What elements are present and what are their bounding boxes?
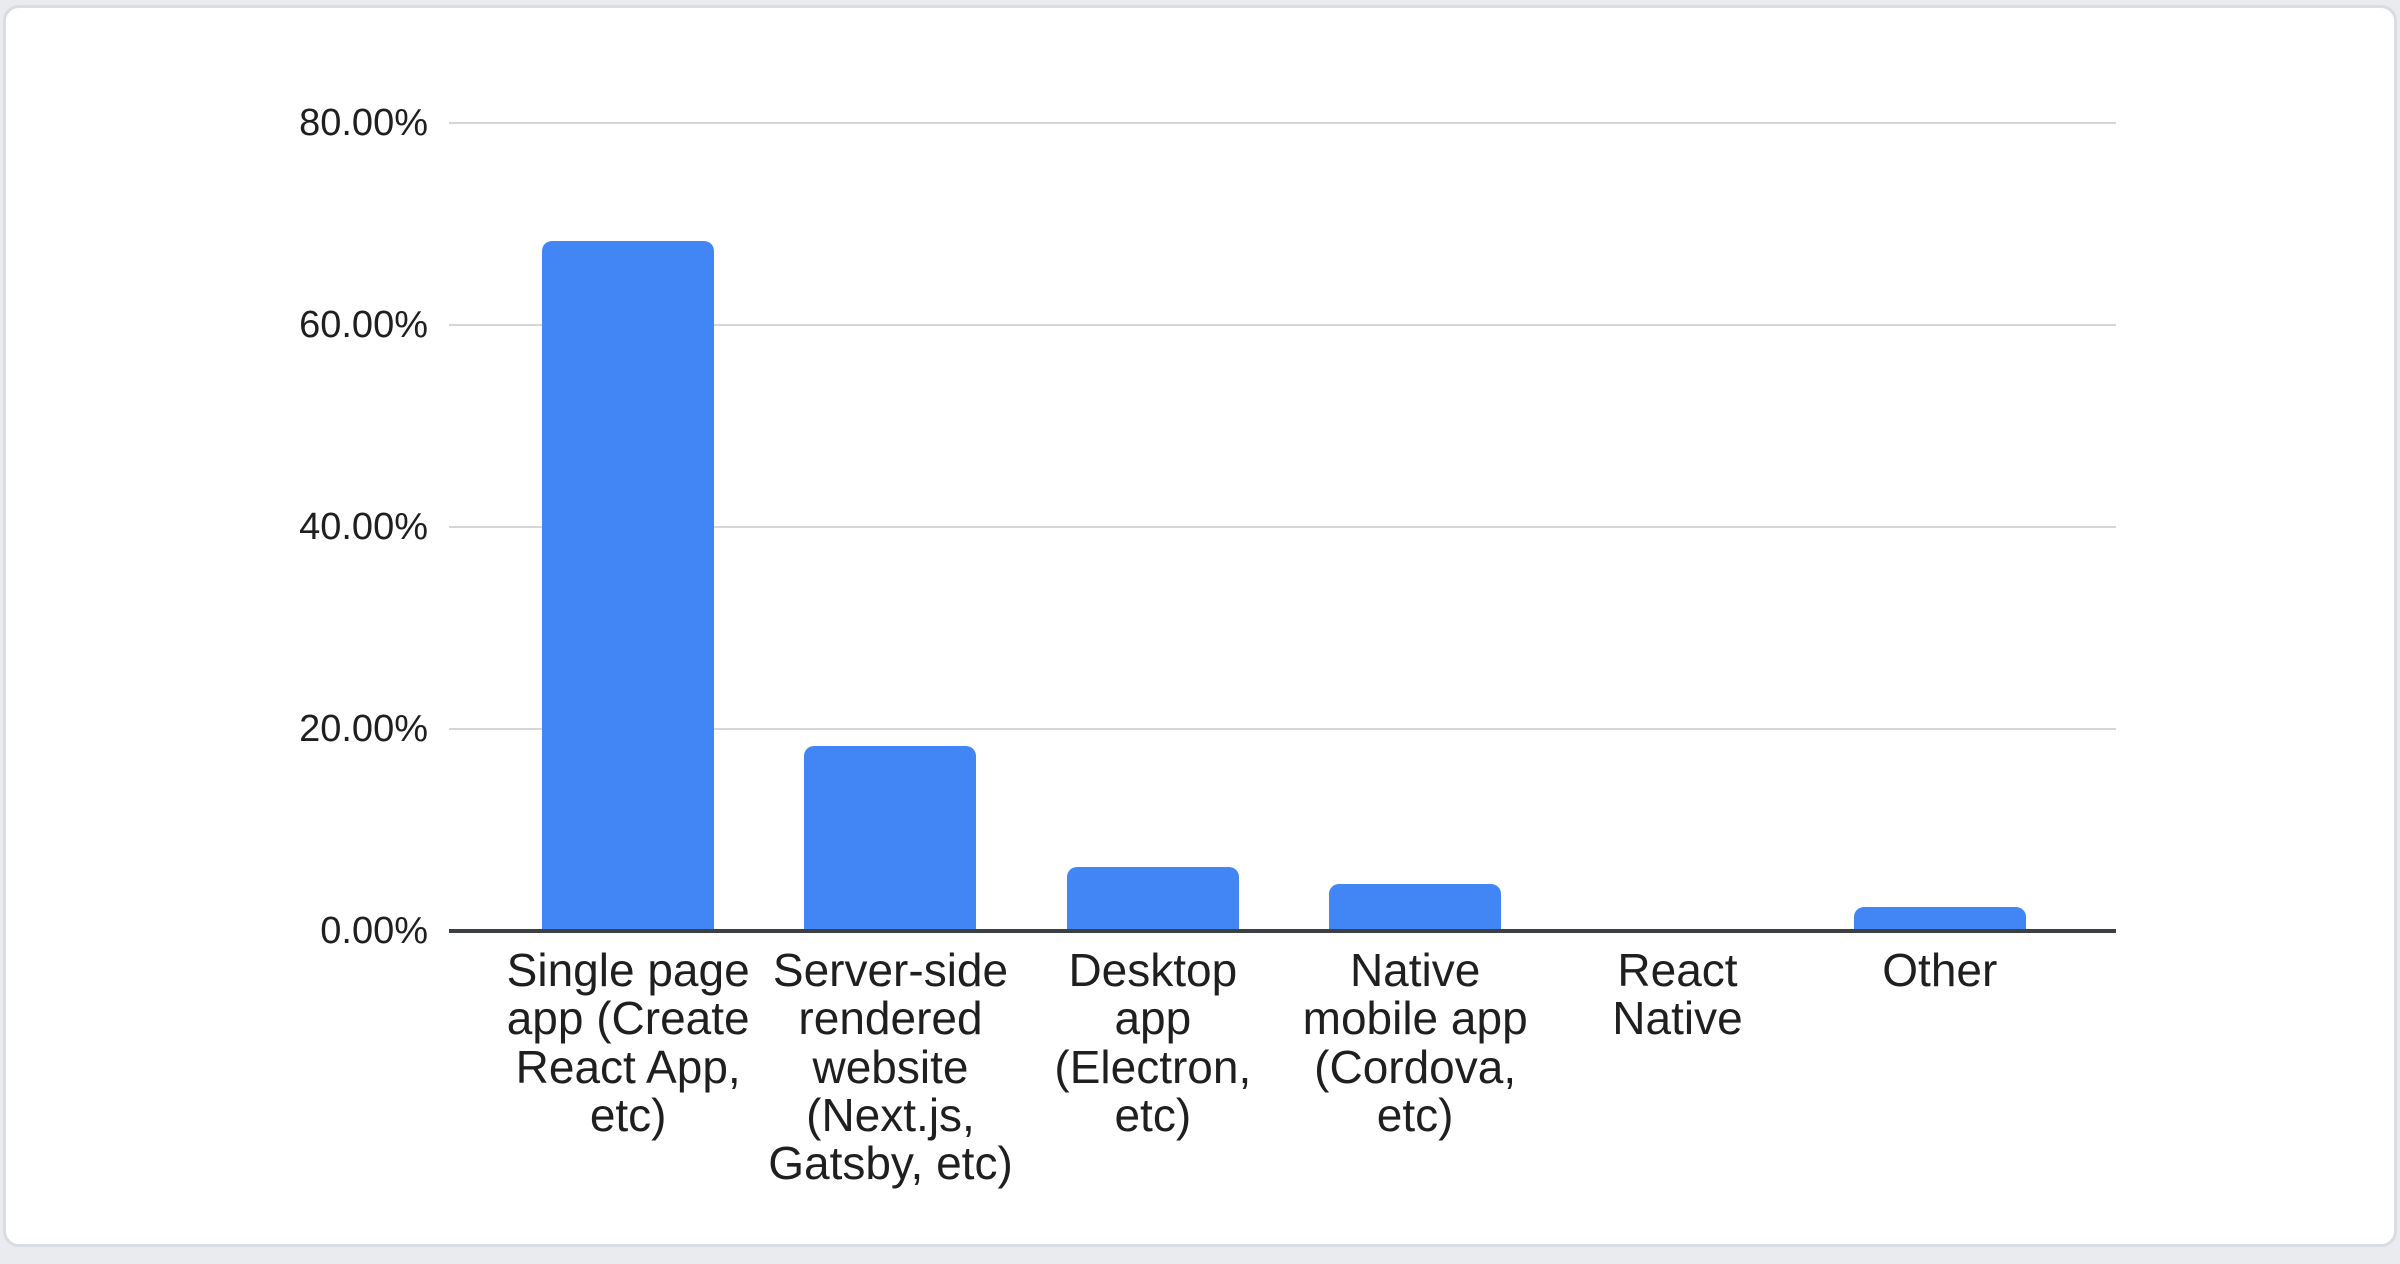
x-axis-category-label: React Native — [1612, 944, 1743, 1045]
x-axis-line — [449, 929, 2116, 933]
bar-band — [1022, 123, 1284, 931]
gridline — [449, 324, 2116, 326]
y-axis-tick-label: 60.00% — [299, 304, 428, 346]
x-axis-category-label: Single page app (Create React App, etc) — [506, 944, 750, 1141]
bar[interactable] — [1853, 907, 2026, 931]
x-axis-category-label: Native mobile app (Cordova, etc) — [1302, 944, 1528, 1141]
x-axis-category-labels: Single page app (Create React App, etc) S… — [497, 944, 2071, 1190]
y-axis-tick-label: 20.00% — [299, 708, 428, 750]
bar-band — [1546, 123, 1808, 931]
bar-band — [1284, 123, 1546, 931]
gridline — [449, 122, 2116, 124]
gridline — [449, 526, 2116, 528]
bar[interactable] — [1066, 867, 1239, 931]
x-axis-category-label: Server-side rendered website (Next.js, G… — [768, 944, 1013, 1190]
bar[interactable] — [542, 241, 715, 931]
bar[interactable] — [1329, 884, 1502, 931]
bars-layer — [497, 123, 2071, 931]
y-axis-tick-label: 80.00% — [299, 102, 428, 144]
bar-band — [759, 123, 1021, 931]
y-axis-tick-label: 40.00% — [299, 506, 428, 548]
y-axis-tick-label: 0.00% — [320, 910, 428, 952]
bar-band — [497, 123, 759, 931]
gridline — [449, 728, 2116, 730]
bar-chart: 80.00% 60.00% 40.00% 20.00% 0.00% Single pag… — [6, 8, 2400, 1264]
bar[interactable] — [804, 746, 977, 931]
x-axis-category-label: Desktop app (Electron, etc) — [1054, 944, 1252, 1141]
bar-band — [1809, 123, 2071, 931]
x-axis-category-label: Other — [1882, 944, 1998, 996]
chart-card: 80.00% 60.00% 40.00% 20.00% 0.00% Single pag… — [3, 5, 2397, 1247]
